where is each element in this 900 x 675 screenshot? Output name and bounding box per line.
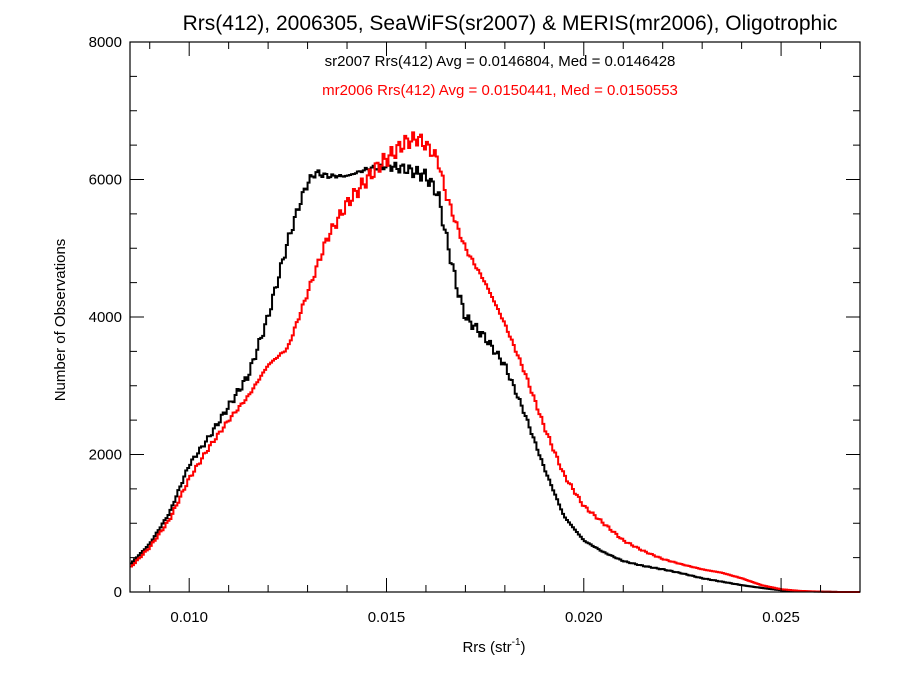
y-tick-label: 8000 xyxy=(89,34,122,51)
series-line-sr2007 xyxy=(130,161,860,593)
chart-title: Rrs(412), 2006305, SeaWiFS(sr2007) & MER… xyxy=(183,12,838,35)
y-tick-label: 4000 xyxy=(89,309,122,326)
tick-label-layer: 0.010 0.015 0.020 0.025 0 2000 4000 6000 8000 xyxy=(89,34,800,626)
x-axis-label-main: Rrs (str xyxy=(462,639,511,656)
x-tick-label: 0.020 xyxy=(565,609,603,626)
y-tick-label: 6000 xyxy=(89,172,122,189)
plot-frame xyxy=(129,41,861,593)
x-tick-label: 0.015 xyxy=(368,609,406,626)
series-line-mr2006 xyxy=(130,131,860,593)
tick-layer xyxy=(130,41,860,593)
y-tick-label: 2000 xyxy=(89,447,122,464)
x-axis-label-sup: -1 xyxy=(512,637,521,648)
annotation-mr2006: mr2006 Rrs(412) Avg = 0.0150441, Med = 0… xyxy=(322,82,678,99)
x-tick-label: 0.010 xyxy=(170,609,208,626)
x-tick-label: 0.025 xyxy=(762,609,800,626)
x-axis-label: Rrs (str-1) xyxy=(462,637,525,656)
x-axis-label-close: ) xyxy=(521,639,526,656)
series-layer xyxy=(130,131,860,593)
y-axis-label: Number of Observations xyxy=(52,239,69,402)
annotation-sr2007: sr2007 Rrs(412) Avg = 0.0146804, Med = 0… xyxy=(325,53,676,70)
y-tick-label: 0 xyxy=(114,584,122,601)
